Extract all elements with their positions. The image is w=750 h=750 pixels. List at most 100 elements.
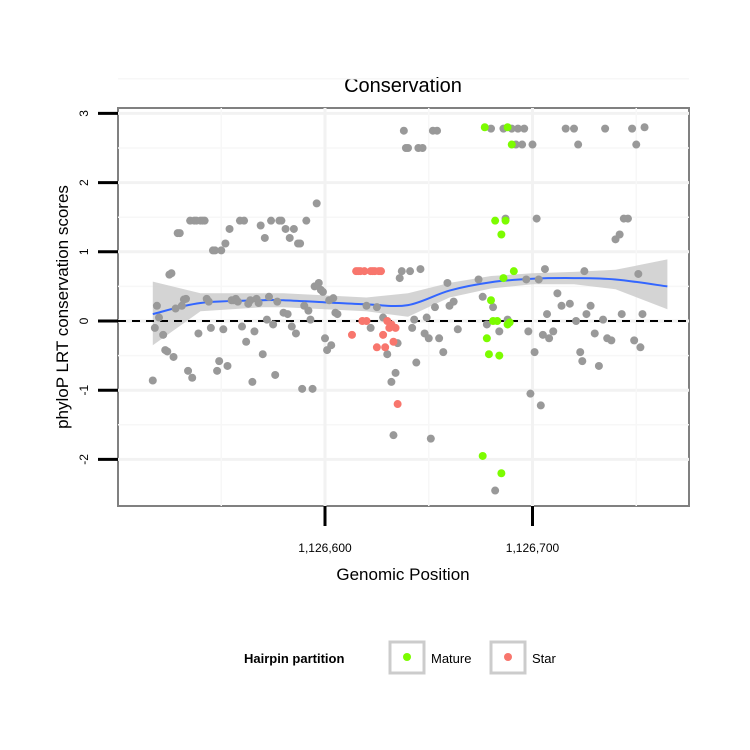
point-other [204,297,213,306]
point-other [580,267,589,276]
point-other [211,246,220,255]
point-mature [491,216,500,225]
point-other [298,384,307,393]
point-other [285,233,294,242]
point-mature [497,230,506,239]
y-tick-label: -1 [77,385,91,396]
point-other [152,301,161,310]
point-other [238,322,246,331]
point-other [615,230,624,239]
point-other [308,384,317,393]
point-other [586,301,595,310]
y-axis-title: phyloP LRT conservation scores [53,185,72,429]
point-other [594,361,603,370]
x-tick-label: 1,126,600 [298,541,352,555]
point-other [524,327,533,336]
point-other [169,352,178,361]
point-other [306,315,315,324]
point-other [487,124,495,133]
point-other [433,126,442,135]
point-mature [495,351,504,360]
point-star [347,330,356,339]
point-other [283,310,292,319]
point-other [321,334,329,343]
point-other [617,310,626,319]
point-other [296,239,305,248]
point-other [426,434,435,443]
point-other [549,327,558,336]
point-other [540,265,549,274]
point-other [570,124,578,133]
point-mature [487,296,495,305]
y-tick-label: -2 [77,454,91,465]
point-other [277,216,286,225]
point-other [578,357,587,366]
point-other [410,315,419,324]
point-other [329,294,338,303]
point-other [260,233,269,242]
point-mature [503,123,512,132]
point-other [399,126,408,135]
point-mature [505,318,514,327]
point-star [391,323,400,332]
legend-swatch-star [504,653,512,661]
point-other [538,330,547,339]
point-mature [501,216,510,225]
point-other [416,265,425,274]
y-tick-label: 1 [77,248,91,255]
point-other [233,297,242,306]
point-star [381,343,390,352]
point-other [412,358,421,367]
point-other [225,224,234,233]
point-other [424,334,433,343]
point-other [391,368,400,377]
point-other [159,330,168,339]
point-other [630,336,639,345]
point-other [601,124,610,133]
point-other [327,341,336,350]
legend-title: Hairpin partition [244,651,344,666]
point-other [269,320,278,329]
point-other [572,317,581,325]
point-mature [478,451,487,460]
point-other [242,337,251,346]
point-mature [482,334,491,343]
point-other [607,336,616,345]
point-other [482,320,491,329]
point-other [389,431,398,440]
point-other [522,275,531,284]
x-tick-label: 1,126,700 [506,541,560,555]
legend-key-star [489,640,527,675]
point-other [372,303,381,312]
point-mature [484,350,493,359]
point-star [393,400,402,409]
y-axis: -2 -1 0 1 2 3 [77,110,118,465]
point-other [215,357,224,366]
point-other [576,348,585,357]
point-other [264,292,273,301]
smooth-trend-line [152,277,668,316]
point-other [530,348,539,357]
point-other [287,322,296,331]
point-other [318,287,327,296]
point-other [248,377,257,386]
point-other [453,325,462,334]
point-other [528,140,537,149]
point-other [167,269,176,278]
point-other [636,343,645,352]
point-other [271,370,280,379]
point-other [406,267,415,276]
point-other [397,267,406,276]
legend-swatch-mature [403,653,411,661]
point-other [553,289,562,298]
point-other [404,144,412,152]
point-other [314,278,323,287]
y-tick-label: 3 [77,110,91,117]
point-other [599,315,608,324]
data-points [148,123,649,495]
point-other [449,297,458,306]
point-mature [507,140,516,149]
point-mature [509,267,518,276]
point-other [240,216,249,225]
point-other [273,297,282,306]
